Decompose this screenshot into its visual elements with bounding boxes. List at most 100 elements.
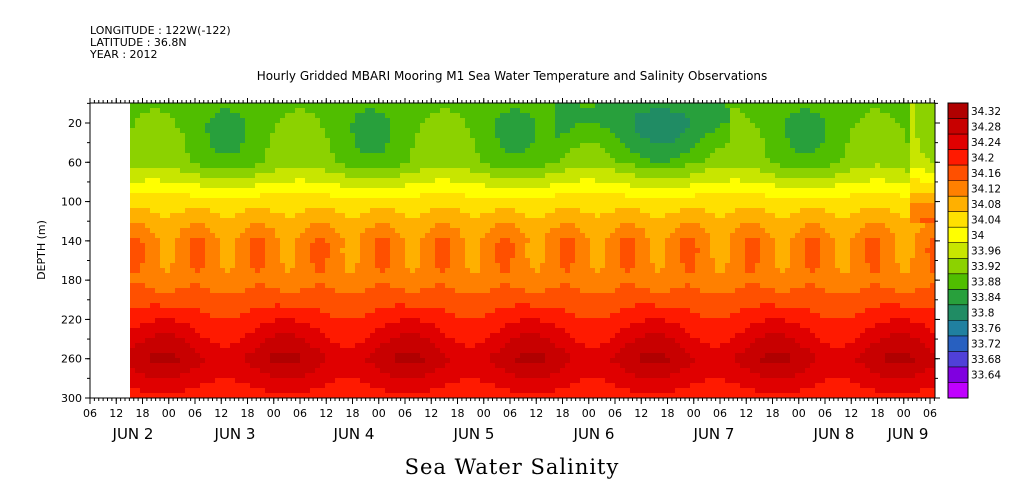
salinity-cell [225,178,231,184]
salinity-cell [430,328,436,334]
salinity-cell [450,198,456,204]
salinity-cell [495,273,501,279]
salinity-cell [320,368,326,374]
salinity-cell [535,208,541,214]
salinity-cell [200,343,206,349]
salinity-cell [455,183,461,189]
salinity-cell [525,358,531,364]
salinity-cell [275,323,281,329]
salinity-cell [210,208,216,214]
salinity-cell [535,258,541,264]
salinity-cell [145,223,151,229]
salinity-cell [460,223,466,229]
salinity-cell [145,178,151,184]
salinity-cell [310,288,316,294]
salinity-cell [400,293,406,299]
salinity-cell [295,113,301,119]
salinity-cell [265,223,271,229]
salinity-cell [355,133,361,139]
salinity-cell [130,378,136,384]
salinity-cell [375,108,381,114]
salinity-cell [540,148,546,154]
salinity-cell [295,238,301,244]
salinity-cell [320,113,326,119]
salinity-cell [540,183,546,189]
salinity-cell [425,348,431,354]
salinity-cell [420,253,426,259]
salinity-cell [320,383,326,389]
salinity-cell [460,288,466,294]
salinity-cell [170,293,176,299]
salinity-cell [420,258,426,264]
salinity-cell [280,138,286,144]
salinity-cell [520,338,526,344]
salinity-cell [170,278,176,284]
salinity-cell [430,173,436,179]
salinity-cell [380,228,386,234]
salinity-cell [545,378,551,384]
salinity-cell [130,213,136,219]
salinity-cell [405,243,411,249]
salinity-cell [360,338,366,344]
salinity-cell [430,378,436,384]
salinity-cell [200,353,206,359]
salinity-cell [245,163,251,169]
salinity-cell [285,318,291,324]
salinity-cell [340,303,346,309]
salinity-cell [535,248,541,254]
salinity-cell [455,208,461,214]
salinity-cell [500,243,506,249]
salinity-cell [305,293,311,299]
salinity-cell [425,103,431,109]
salinity-cell [330,158,336,164]
salinity-cell [260,283,266,289]
salinity-cell [295,378,301,384]
salinity-cell [505,228,511,234]
salinity-cell [250,353,256,359]
salinity-cell [190,363,196,369]
salinity-cell [305,233,311,239]
salinity-cell [440,283,446,289]
salinity-cell [360,183,366,189]
salinity-cell [140,148,146,154]
salinity-cell [460,243,466,249]
salinity-cell [250,123,256,129]
salinity-cell [365,388,371,394]
salinity-cell [390,168,396,174]
salinity-cell [415,143,421,149]
salinity-cell [430,318,436,324]
salinity-cell [445,133,451,139]
salinity-cell [225,128,231,134]
salinity-cell [315,288,321,294]
salinity-cell [475,218,481,224]
salinity-cell [475,328,481,334]
salinity-cell [130,328,136,334]
salinity-cell [350,198,356,204]
salinity-cell [300,133,306,139]
salinity-cell [270,108,276,114]
salinity-cell [410,378,416,384]
salinity-cell [465,318,471,324]
salinity-cell [250,198,256,204]
salinity-cell [350,283,356,289]
salinity-cell [180,113,186,119]
salinity-cell [160,328,166,334]
salinity-cell [505,163,511,169]
salinity-cell [365,318,371,324]
salinity-cell [405,138,411,144]
salinity-cell [235,223,241,229]
salinity-cell [240,308,246,314]
salinity-cell [305,113,311,119]
salinity-cell [145,393,151,399]
salinity-cell [210,133,216,139]
salinity-cell [385,338,391,344]
salinity-cell [315,353,321,359]
salinity-cell [345,363,351,369]
salinity-cell [240,183,246,189]
salinity-cell [330,338,336,344]
salinity-cell [240,108,246,114]
salinity-cell [265,343,271,349]
salinity-cell [140,338,146,344]
salinity-cell [430,373,436,379]
salinity-cell [335,258,341,264]
